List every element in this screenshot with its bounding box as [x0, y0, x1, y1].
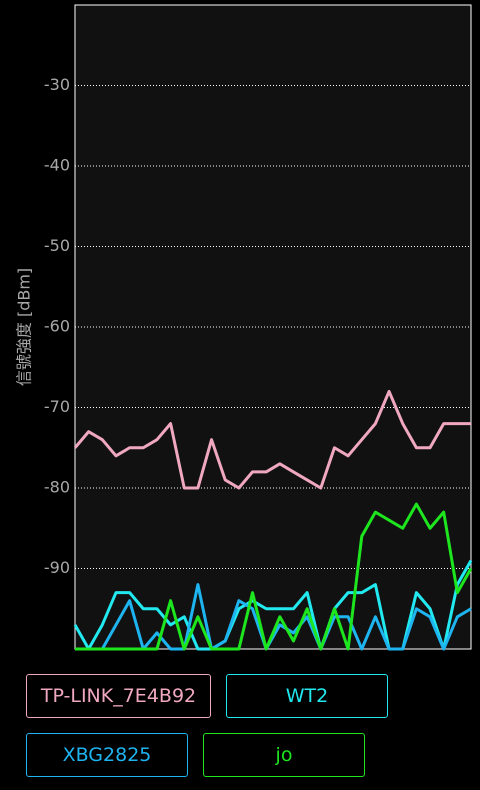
- y-axis-title: 信號強度 [dBm]: [15, 268, 34, 386]
- y-tick-label: -40: [44, 156, 70, 175]
- chart: 信號強度 [dBm] -90 -80 -70 -60 -50 -40 -30: [15, 4, 473, 651]
- y-tick-label: -50: [44, 236, 70, 255]
- legend-button[interactable]: jo: [203, 733, 365, 777]
- legend-button[interactable]: WT2: [226, 674, 388, 718]
- y-tick-label: -90: [44, 558, 70, 577]
- series-line: [73, 389, 471, 490]
- y-tick-label: -30: [44, 75, 70, 94]
- series-line: [75, 583, 472, 651]
- y-tick-label: -60: [44, 317, 70, 336]
- y-tick-label: -70: [44, 397, 70, 416]
- series-line: [75, 502, 473, 651]
- legend-button[interactable]: XBG2825: [26, 733, 188, 777]
- y-tick-label: -80: [44, 478, 70, 497]
- legend-button[interactable]: TP-LINK_7E4B92: [26, 674, 211, 718]
